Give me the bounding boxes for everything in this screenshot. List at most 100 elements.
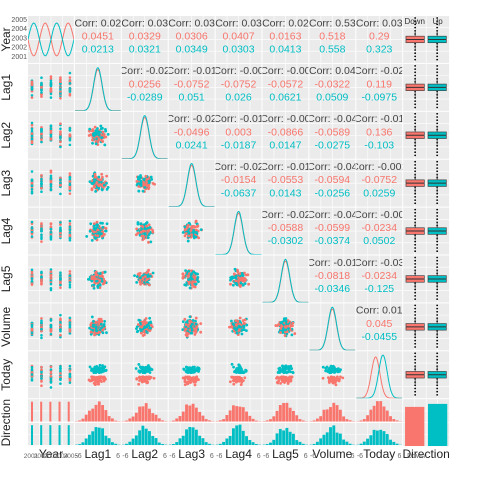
histogram-bar	[91, 409, 94, 422]
corr-down-label: -0.0599	[315, 222, 351, 234]
scatter-point	[50, 368, 53, 371]
scatter-point	[334, 384, 337, 387]
scatter-point	[192, 377, 195, 380]
histogram-bar	[192, 404, 195, 422]
histogram-bar	[232, 405, 235, 421]
scatter-point	[40, 337, 43, 340]
scatter-point	[31, 96, 34, 99]
corr-up-label: -0.0455	[361, 331, 397, 343]
scatter-point	[93, 186, 96, 189]
scatter-point	[152, 272, 155, 275]
scatter-point	[238, 377, 241, 380]
scatter-point	[236, 320, 239, 323]
scatter-point	[50, 185, 53, 188]
histogram-bar	[40, 425, 42, 445]
scatter-point	[40, 76, 43, 79]
histogram-bar	[386, 411, 389, 422]
histogram-bar	[396, 420, 399, 421]
scatter-point	[59, 76, 62, 79]
scatter-point	[31, 328, 34, 331]
histogram-bar	[242, 407, 245, 421]
panel-direction-direction	[403, 399, 449, 446]
corr-down-label: 0.0407	[222, 30, 254, 42]
scatter-point	[241, 333, 244, 336]
histogram-bar	[81, 442, 84, 445]
outlier-point	[436, 97, 438, 99]
histogram-bar	[326, 409, 329, 421]
scatter-point	[139, 366, 142, 369]
scatter-point	[229, 279, 232, 282]
scatter-point	[50, 180, 53, 183]
histogram-bar	[302, 420, 305, 421]
outlier-point	[414, 97, 416, 99]
panel-lag3-lag4: Corr: -0.02-0.0154-0.0637	[213, 160, 263, 207]
outlier-point	[436, 289, 438, 291]
scatter-point	[88, 128, 91, 131]
histogram-bar	[85, 438, 88, 445]
histogram-bar	[111, 418, 114, 421]
scatter-point	[40, 180, 43, 183]
histogram-bar	[78, 420, 81, 421]
histogram-bar	[151, 436, 154, 445]
x-tick-label: 6	[257, 453, 261, 460]
histogram-bar	[245, 412, 248, 422]
scatter-point	[191, 280, 194, 283]
histogram-bar	[225, 438, 228, 445]
outlier-point	[436, 247, 438, 249]
scatter-point	[192, 319, 195, 322]
histogram-bar	[392, 442, 395, 445]
outlier-point	[414, 352, 416, 354]
scatter-point	[40, 190, 43, 193]
scatter-point	[183, 368, 186, 371]
panel-direction-lag2	[122, 399, 168, 446]
scatter-point	[97, 138, 100, 141]
scatter-point	[142, 230, 145, 233]
outlier-point	[436, 352, 438, 354]
scatter-point	[50, 171, 53, 174]
outlier-point	[436, 107, 438, 109]
panel-lag4-year	[28, 208, 74, 255]
scatter-point	[92, 325, 95, 328]
outlier-point	[414, 289, 416, 291]
scatter-point	[40, 320, 43, 323]
scatter-point	[50, 289, 53, 292]
outlier-point	[436, 250, 438, 252]
scatter-point	[283, 368, 286, 371]
scatter-point	[232, 366, 235, 369]
scatter-point	[95, 329, 98, 332]
outlier-point	[436, 292, 438, 294]
panel-lag5-lag3	[169, 256, 215, 303]
scatter-point	[40, 384, 43, 387]
scatter-point	[96, 224, 99, 227]
corr-overall-label: Corr: 0.03	[356, 17, 403, 29]
scatter-point	[229, 380, 232, 383]
scatter-point	[137, 223, 140, 226]
year-tick-label: 2005	[11, 17, 27, 24]
histogram-bar	[222, 419, 225, 422]
scatter-point	[240, 383, 243, 386]
scatter-point	[324, 370, 327, 373]
scatter-point	[103, 320, 106, 323]
scatter-point	[276, 324, 279, 327]
panel-lag3-lag3	[169, 160, 215, 207]
scatter-point	[31, 170, 34, 173]
scatter-point	[50, 127, 53, 130]
scatter-point	[59, 232, 62, 235]
histogram-bar	[269, 419, 272, 421]
outlier-point	[436, 314, 438, 316]
scatter-point	[107, 133, 110, 136]
scatter-point	[148, 367, 151, 370]
histogram-bar	[59, 425, 61, 445]
scatter-point	[89, 365, 92, 368]
corr-up-label: 0.0349	[176, 44, 208, 56]
scatter-point	[190, 273, 193, 276]
scatter-point	[50, 77, 53, 80]
histogram-bar	[31, 402, 33, 422]
histogram-bar	[342, 440, 345, 446]
scatter-point	[69, 237, 72, 240]
outlier-point	[414, 359, 416, 361]
scatter-point	[96, 383, 99, 386]
scatter-point	[189, 287, 192, 290]
scatter-point	[50, 223, 53, 226]
panel-lag4-lag5: Corr: -0.02-0.0588-0.0302	[260, 208, 310, 255]
